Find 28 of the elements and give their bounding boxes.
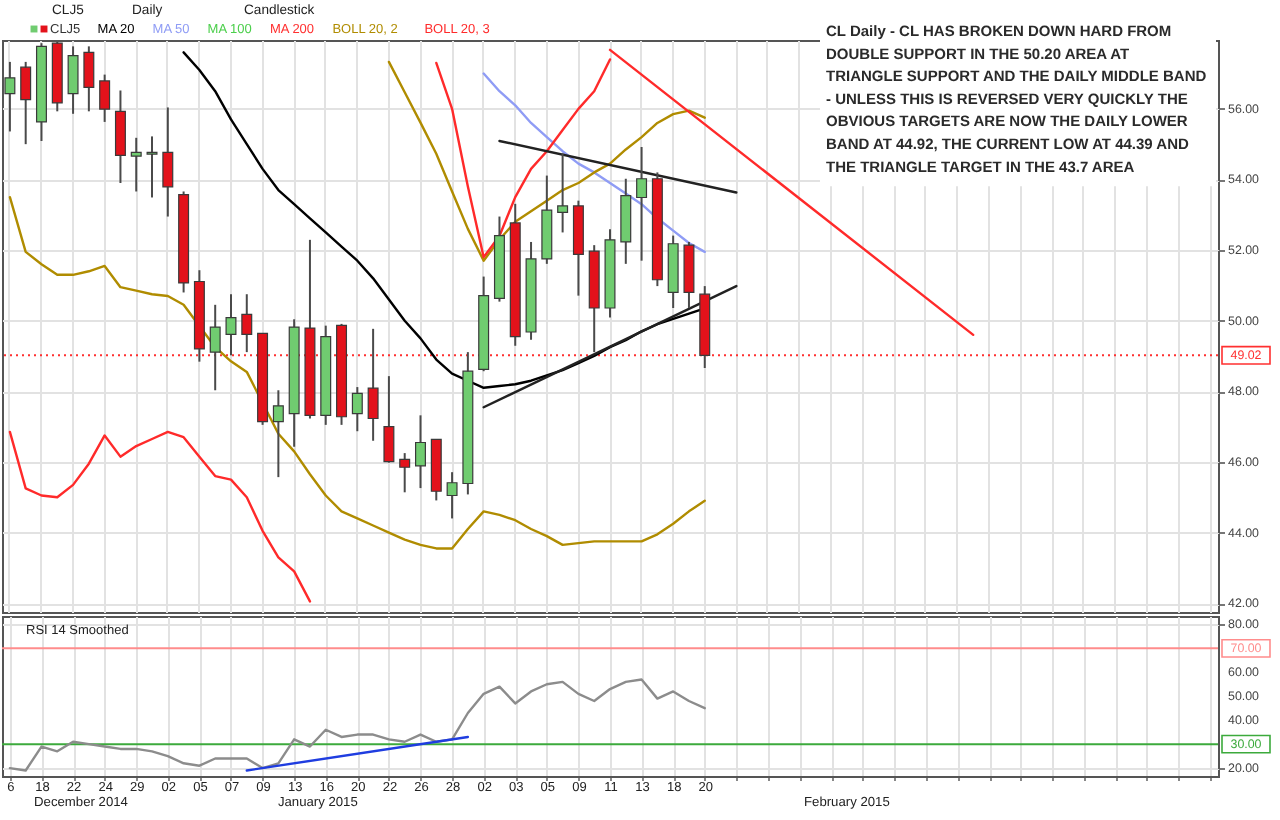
candlestick — [209, 303, 221, 392]
candlestick — [636, 145, 648, 262]
candlestick — [367, 327, 379, 442]
candlestick — [130, 136, 142, 193]
candlestick — [415, 414, 426, 490]
candlestick — [272, 389, 284, 479]
candlestick — [20, 60, 32, 146]
candlestick — [399, 452, 411, 494]
candlestick — [446, 471, 458, 520]
candlestick — [162, 106, 174, 218]
candlestick — [225, 293, 237, 357]
line-series — [8, 430, 312, 603]
candlestick — [683, 240, 695, 309]
line-series — [8, 678, 706, 772]
candlestick — [83, 45, 95, 113]
candlestick — [383, 375, 395, 464]
candlestick — [557, 152, 569, 234]
candlestick — [241, 293, 253, 354]
candlestick — [67, 45, 79, 115]
line-series — [435, 58, 612, 259]
candlestick — [99, 73, 111, 123]
candlestick — [114, 89, 126, 184]
candlestick — [620, 177, 632, 265]
line-series — [387, 60, 706, 262]
line-series — [8, 195, 706, 550]
candlestick — [146, 135, 158, 199]
candlestick — [351, 386, 363, 433]
line-series — [482, 72, 706, 254]
